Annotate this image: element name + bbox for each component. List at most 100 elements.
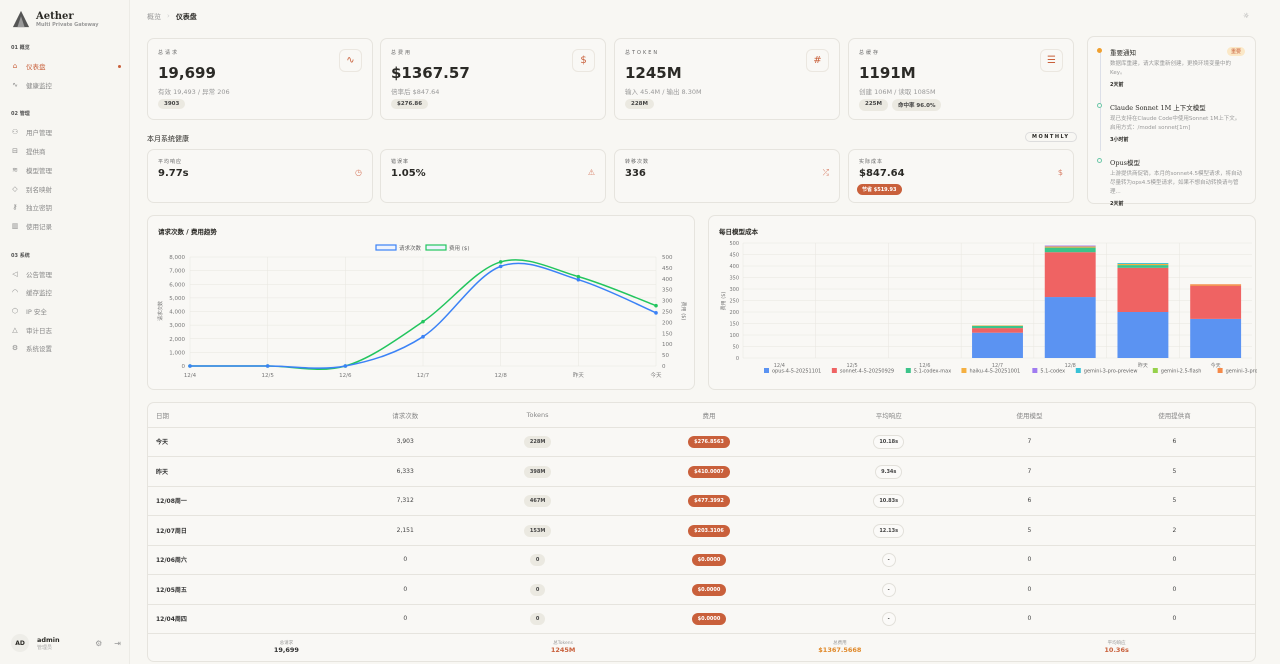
- legend-label: 请求次数: [399, 244, 422, 252]
- cell: 2: [1093, 515, 1255, 546]
- cell: 0: [340, 604, 470, 634]
- legend-swatch: [831, 368, 837, 373]
- sidebar: Aether Multi Private Gateway 01 概览 ⌂ 仪表盘 ∿ 健康…: [0, 0, 130, 664]
- cell-date: 昨天: [148, 456, 341, 487]
- y2-tick-label: 150: [662, 331, 673, 337]
- data-point: [265, 364, 270, 368]
- legend-label: sonnet-4-5-20250929: [840, 369, 894, 375]
- table-row[interactable]: 12/08周一 7,312 467M $477.3992 10.83s 6 5: [148, 486, 1255, 516]
- sidebar-item-0-2[interactable]: ◁ 公告管理: [11, 269, 121, 279]
- monthly-badge: MONTHLY: [1025, 132, 1077, 142]
- stat-chip: 228M: [625, 99, 654, 109]
- column-header[interactable]: 日期: [148, 403, 341, 428]
- y-tick-label: 4,000: [169, 310, 185, 316]
- sidebar-item-0-0[interactable]: ⌂ 仪表盘: [11, 61, 121, 71]
- cell-date: 12/04周四: [148, 604, 341, 634]
- column-header[interactable]: 使用模型: [965, 403, 1094, 428]
- sidebar-item-5-1[interactable]: ▥ 使用记录: [11, 221, 121, 231]
- column-header[interactable]: 费用: [605, 403, 813, 428]
- legend-swatch: [764, 368, 769, 373]
- cell: 7: [965, 456, 1094, 487]
- stat-chip: 225M: [859, 99, 888, 111]
- column-header[interactable]: 平均响应: [812, 403, 966, 428]
- x-tick-label: 12/4: [774, 363, 785, 369]
- app-title: Aether: [36, 10, 74, 22]
- warning-icon: ⚠: [587, 168, 595, 177]
- sidebar-item-4-1[interactable]: ⚷ 独立密钥: [11, 202, 121, 212]
- model-cost-chart-title: 每日模型成本: [719, 228, 758, 236]
- column-header[interactable]: Tokens: [469, 403, 606, 428]
- model-cost-chart: 0 50 100 150 200 250 300 350 400 450 500 12/4 12/5 12…: [720, 241, 1257, 375]
- health-value: 1.05%: [391, 168, 426, 179]
- cell: 2,151: [340, 515, 470, 546]
- table-row[interactable]: 12/06周六 0 0 $0.0000-0 0: [148, 545, 1255, 575]
- table-row[interactable]: 12/04周四 0 0 $0.0000-0 0: [148, 604, 1255, 634]
- breadcrumb-parent[interactable]: 概览: [147, 13, 161, 21]
- provider-icon: ⊟: [12, 147, 18, 156]
- y-tick-label: 150: [729, 322, 739, 328]
- cell: 0: [965, 545, 1094, 575]
- sidebar-item-3-2[interactable]: △ 审计日志: [11, 325, 121, 335]
- y-tick-label: 3,000: [169, 323, 185, 329]
- column-header[interactable]: 使用提供商: [1093, 403, 1255, 428]
- megaphone-icon: ◁: [12, 269, 18, 278]
- health-card-2: 转移次数 336 ⤮: [614, 149, 840, 203]
- notice-desc: 上游提供商促销，本月的sonnet4.5模型请求，将自动尽量转为ops4.5模型…: [1110, 171, 1242, 195]
- fee-badge: $203.3106: [688, 524, 730, 537]
- cell: 6: [1093, 427, 1255, 457]
- legend-label: gemini-3-pro-image-preview: [1226, 369, 1257, 375]
- table-row[interactable]: 12/05周五 0 0 $0.0000-0 0: [148, 574, 1255, 605]
- table-row[interactable]: 12/07周日 2,151 153M $203.3106 12.13s 5 2: [148, 515, 1255, 546]
- bar-segment: [1044, 247, 1096, 253]
- breadcrumb-current: 仪表盘: [175, 13, 197, 21]
- data-point: [498, 260, 503, 264]
- table-summary: 总请求 19,699 总Tokens 1245M 总费用 $1367.5668 平均响应 10…: [148, 633, 1255, 661]
- y2-tick-label: 0: [662, 364, 666, 370]
- notice-item[interactable]: Claude Sonnet 1M 上下文模型 现已支持在Claude Code中…: [1097, 102, 1245, 143]
- sidebar-item-0-1[interactable]: ⚇ 用户管理: [11, 127, 121, 137]
- bar-segment: [1117, 265, 1169, 268]
- sidebar-item-label: 模型管理: [26, 166, 52, 175]
- clock-icon: ◷: [355, 168, 362, 177]
- theme-toggle-icon[interactable]: ☼: [1243, 12, 1250, 20]
- stat-label: 总费用: [391, 50, 413, 56]
- sidebar-item-4-2[interactable]: ⚙ 系统设置: [11, 343, 121, 353]
- x-tick-label: 昨天: [573, 371, 585, 379]
- settings-icon[interactable]: ⚙: [95, 638, 103, 648]
- sidebar-item-1-2[interactable]: ◠ 缓存监控: [11, 287, 121, 297]
- stat-label: 总TOKEN: [625, 50, 660, 56]
- sidebar-item-1-1[interactable]: ⊟ 提供商: [11, 146, 121, 156]
- notice-time: 2天前: [1110, 82, 1124, 88]
- bar-segment: [1044, 252, 1096, 298]
- key-icon: ⚷: [12, 203, 18, 212]
- sidebar-item-label: 审计日志: [26, 326, 52, 335]
- sidebar-item-3-1[interactable]: ◇ 别名映射: [11, 184, 121, 194]
- notice-title: Claude Sonnet 1M 上下文模型: [1110, 104, 1206, 112]
- table-row[interactable]: 昨天 6,333 398M $410.0007 9.34s 7 5: [148, 456, 1255, 487]
- y-tick-label: 200: [729, 310, 739, 316]
- logo[interactable]: Aether Multi Private Gateway: [12, 10, 98, 28]
- logout-icon[interactable]: ⇥: [114, 638, 121, 648]
- summary-item: 总请求 19,699: [148, 633, 425, 661]
- summary-item: 总Tokens 1245M: [425, 633, 702, 661]
- sidebar-item-2-2[interactable]: ⬡ IP 安全: [11, 306, 121, 316]
- bar-segment: [1117, 263, 1169, 266]
- sidebar-item-2-1[interactable]: ≋ 模型管理: [11, 165, 121, 175]
- cell: 0: [340, 545, 470, 575]
- y-axis-label: 请求次数: [157, 301, 164, 321]
- table-row[interactable]: 今天 3,903 228M $276.8563 10.18s 7 6: [148, 427, 1255, 457]
- gauge-icon: ◠: [11, 288, 19, 297]
- stat-value: 1191M: [859, 64, 916, 82]
- stat-value: $1367.57: [391, 64, 470, 82]
- column-header[interactable]: 请求次数: [340, 403, 470, 428]
- notice-item[interactable]: Opus模型 上游提供商促销，本月的sonnet4.5模型请求，将自动尽量转为o…: [1097, 157, 1245, 207]
- y2-axis-label: 费用 ($): [680, 302, 687, 321]
- notice-title: Opus模型: [1110, 159, 1141, 167]
- stat-card-1: 总费用 $1367.57 倍率后 $847.64 $276.86 $: [380, 38, 606, 120]
- cell: 7,312: [340, 486, 470, 516]
- cell-date: 12/07周日: [148, 515, 341, 546]
- notice-item[interactable]: 重要 重要通知 数据库重建，请大家重新创建，更换环境变量中的Key。 2天前: [1097, 47, 1245, 88]
- health-value: 336: [625, 168, 646, 179]
- sidebar-item-1-0[interactable]: ∿ 健康监控: [11, 80, 121, 90]
- health-value: 9.77s: [158, 168, 189, 179]
